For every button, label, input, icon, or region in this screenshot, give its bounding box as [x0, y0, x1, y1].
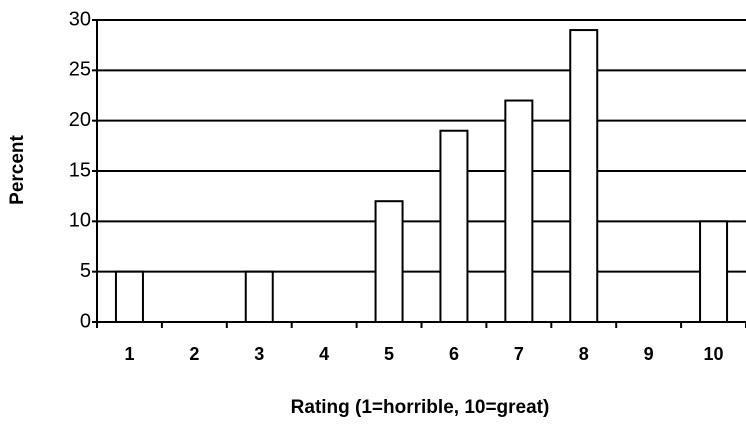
- bar: [504, 99, 534, 323]
- y-tick-label: 5: [80, 260, 91, 282]
- x-axis-title: Rating (1=horrible, 10=great): [291, 397, 550, 418]
- x-tick-label: 2: [189, 344, 199, 364]
- x-tick-label: 6: [449, 344, 459, 364]
- x-tick-label: 7: [514, 344, 524, 364]
- bar: [114, 270, 144, 323]
- x-tick-label: 3: [254, 344, 264, 364]
- y-tick-label: 30: [69, 8, 91, 30]
- y-tick-label: 25: [69, 59, 91, 81]
- x-tick-label: 10: [704, 344, 724, 364]
- y-axis-title: Percent: [7, 134, 28, 204]
- bar: [439, 129, 469, 323]
- x-tick-label: 4: [319, 344, 329, 364]
- bar: [374, 200, 404, 323]
- y-tick-label: 10: [69, 210, 91, 232]
- bar: [569, 29, 599, 323]
- x-tick-label: 1: [124, 344, 134, 364]
- bar: [699, 220, 729, 323]
- y-tick-label: 15: [69, 159, 91, 181]
- x-tick-label: 5: [384, 344, 394, 364]
- y-tick-label: 0: [80, 310, 91, 332]
- x-tick-label: 8: [579, 344, 589, 364]
- bar: [244, 270, 274, 323]
- x-tick-label: 9: [644, 344, 654, 364]
- y-tick-label: 20: [69, 109, 91, 131]
